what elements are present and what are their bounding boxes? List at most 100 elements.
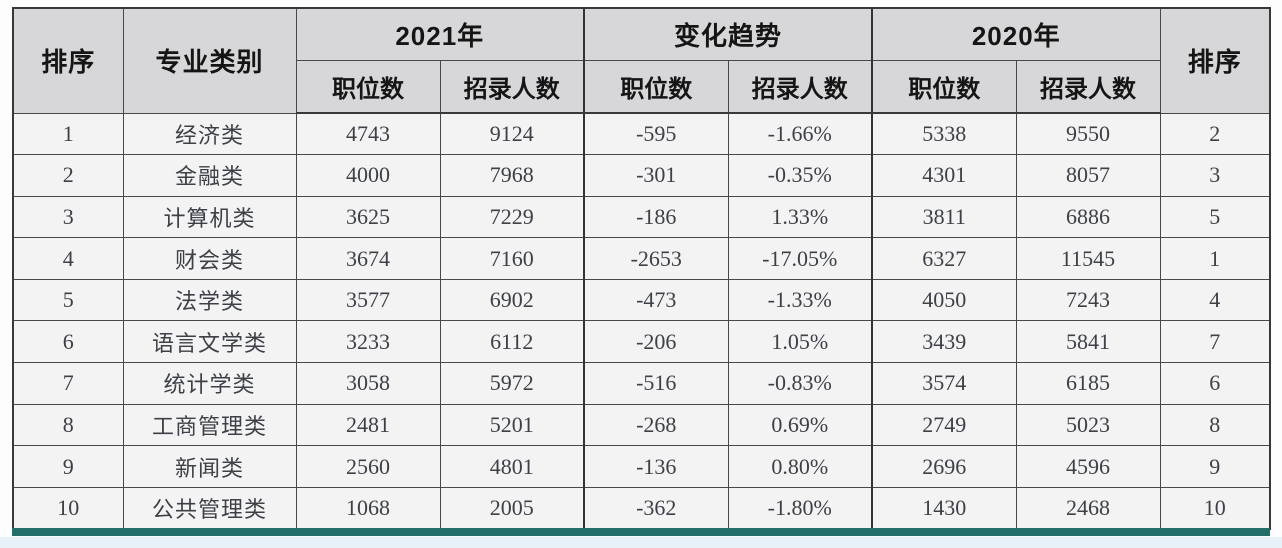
cell-positions-change: -206 <box>583 320 729 364</box>
cell-positions-change: -362 <box>583 486 729 530</box>
cell-rank-2021: 3 <box>12 195 124 239</box>
cell-recruits-2021: 6112 <box>439 320 585 364</box>
cell-recruits-2020: 7243 <box>1015 278 1161 322</box>
cell-rank-2020: 3 <box>1159 154 1271 197</box>
cell-recruits-2020: 11545 <box>1015 237 1161 280</box>
table-row: 4 财会类 3674 7160 -2653 -17.05% 6327 11545 1 <box>12 237 1271 280</box>
cell-rank-2020: 1 <box>1159 237 1271 280</box>
header-group-row: 排序 专业类别 2021年 变化趋势 2020年 排序 <box>12 7 1271 114</box>
cell-recruits-change-pct: -0.83% <box>727 362 873 405</box>
cell-recruits-2021: 7160 <box>439 237 585 280</box>
cell-rank-2020: 7 <box>1159 320 1271 364</box>
cell-positions-change: -186 <box>583 195 729 239</box>
table-row: 1 经济类 4743 9124 -595 -1.66% 5338 9550 2 <box>12 112 1271 156</box>
cell-rank-2021: 7 <box>12 362 124 405</box>
cell-rank-2021: 10 <box>12 486 124 530</box>
header-group-2021: 2021年 <box>295 7 585 61</box>
cell-positions-2021: 3577 <box>295 278 441 322</box>
cell-positions-2021: 3058 <box>295 362 441 405</box>
cell-recruits-change-pct: 0.69% <box>727 403 873 447</box>
cell-category: 工商管理类 <box>122 403 297 447</box>
cell-rank-2021: 4 <box>12 237 124 280</box>
bottom-tint-strip <box>0 537 1282 548</box>
table-row: 7 统计学类 3058 5972 -516 -0.83% 3574 6185 6 <box>12 362 1271 405</box>
cell-rank-2021: 1 <box>12 112 124 156</box>
cell-positions-2020: 1430 <box>871 486 1017 530</box>
cell-recruits-2021: 9124 <box>439 112 585 156</box>
cell-recruits-2021: 7968 <box>439 154 585 197</box>
cell-recruits-change-pct: 1.05% <box>727 320 873 364</box>
cell-positions-2021: 3233 <box>295 320 441 364</box>
header-rank-left: 排序 <box>12 7 124 114</box>
table-row: 10 公共管理类 1068 2005 -362 -1.80% 1430 2468 10 <box>12 486 1271 530</box>
cell-positions-2021: 2481 <box>295 403 441 447</box>
cell-recruits-2021: 4801 <box>439 445 585 488</box>
cell-recruits-2020: 9550 <box>1015 112 1161 156</box>
cell-positions-2020: 2749 <box>871 403 1017 447</box>
cell-recruits-2021: 5972 <box>439 362 585 405</box>
cell-category: 计算机类 <box>122 195 297 239</box>
cell-category: 经济类 <box>122 112 297 156</box>
cell-positions-change: -268 <box>583 403 729 447</box>
cell-positions-2021: 4000 <box>295 154 441 197</box>
cell-rank-2021: 5 <box>12 278 124 322</box>
cell-recruits-change-pct: 0.80% <box>727 445 873 488</box>
table-row: 8 工商管理类 2481 5201 -268 0.69% 2749 5023 8 <box>12 403 1271 447</box>
header-recruits-trend: 招录人数 <box>727 59 873 114</box>
cell-positions-2021: 4743 <box>295 112 441 156</box>
header-category: 专业类别 <box>122 7 297 114</box>
cell-positions-2020: 3574 <box>871 362 1017 405</box>
header-positions-2021: 职位数 <box>295 59 441 114</box>
header-recruits-2021: 招录人数 <box>439 59 585 114</box>
cell-category: 法学类 <box>122 278 297 322</box>
cell-recruits-2021: 6902 <box>439 278 585 322</box>
cell-recruits-2020: 6886 <box>1015 195 1161 239</box>
cell-positions-2021: 1068 <box>295 486 441 530</box>
cell-positions-2020: 4050 <box>871 278 1017 322</box>
cell-category: 公共管理类 <box>122 486 297 530</box>
cell-positions-2020: 3811 <box>871 195 1017 239</box>
cell-category: 语言文学类 <box>122 320 297 364</box>
cell-category: 财会类 <box>122 237 297 280</box>
cell-rank-2020: 6 <box>1159 362 1271 405</box>
cell-recruits-2021: 7229 <box>439 195 585 239</box>
cell-positions-2020: 6327 <box>871 237 1017 280</box>
cell-positions-2021: 2560 <box>295 445 441 488</box>
header-recruits-2020: 招录人数 <box>1015 59 1161 114</box>
cell-positions-2020: 4301 <box>871 154 1017 197</box>
cell-rank-2021: 9 <box>12 445 124 488</box>
cell-recruits-2020: 4596 <box>1015 445 1161 488</box>
cell-positions-2020: 2696 <box>871 445 1017 488</box>
cell-recruits-change-pct: -1.33% <box>727 278 873 322</box>
cell-recruits-change-pct: -1.80% <box>727 486 873 530</box>
cell-positions-change: -473 <box>583 278 729 322</box>
table-bottom-accent-bar <box>12 528 1270 536</box>
cell-category: 金融类 <box>122 154 297 197</box>
cell-positions-change: -301 <box>583 154 729 197</box>
cell-recruits-2021: 2005 <box>439 486 585 530</box>
table-row: 6 语言文学类 3233 6112 -206 1.05% 3439 5841 7 <box>12 320 1271 364</box>
cell-positions-change: -595 <box>583 112 729 156</box>
cell-positions-2020: 3439 <box>871 320 1017 364</box>
cell-positions-2021: 3625 <box>295 195 441 239</box>
cell-recruits-2020: 5841 <box>1015 320 1161 364</box>
header-sub-row: 职位数 招录人数 职位数 招录人数 职位数 招录人数 <box>13 59 1270 114</box>
cell-rank-2020: 10 <box>1159 486 1271 530</box>
header-rank-right: 排序 <box>1159 7 1271 114</box>
header-positions-2020: 职位数 <box>871 59 1017 114</box>
table-row: 5 法学类 3577 6902 -473 -1.33% 4050 7243 4 <box>12 278 1271 322</box>
cell-rank-2020: 9 <box>1159 445 1271 488</box>
cell-rank-2020: 2 <box>1159 112 1271 156</box>
cell-positions-change: -516 <box>583 362 729 405</box>
cell-recruits-2021: 5201 <box>439 403 585 447</box>
major-category-ranking-table: 排序 专业类别 2021年 变化趋势 2020年 排序 职位数 招录人数 职位数… <box>12 7 1272 530</box>
cell-recruits-2020: 6185 <box>1015 362 1161 405</box>
cell-rank-2021: 8 <box>12 403 124 447</box>
table-row: 9 新闻类 2560 4801 -136 0.80% 2696 4596 9 <box>12 445 1271 488</box>
table-row: 2 金融类 4000 7968 -301 -0.35% 4301 8057 3 <box>12 154 1271 197</box>
cell-positions-change: -136 <box>583 445 729 488</box>
cell-category: 统计学类 <box>122 362 297 405</box>
cell-recruits-2020: 2468 <box>1015 486 1161 530</box>
cell-rank-2020: 5 <box>1159 195 1271 239</box>
